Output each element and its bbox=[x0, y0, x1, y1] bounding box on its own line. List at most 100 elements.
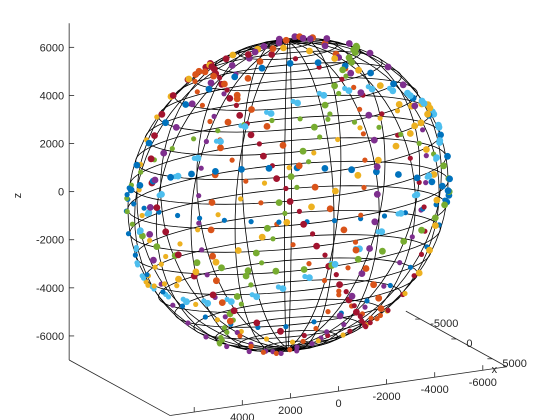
orbit-point-series-2 bbox=[214, 317, 220, 323]
orbit-point-series-3 bbox=[170, 302, 176, 308]
orbit-point-series-3 bbox=[207, 79, 215, 87]
sphere-latitude-line bbox=[129, 185, 447, 253]
orbit-point-series-8 bbox=[233, 95, 241, 103]
orbit-point-series-7 bbox=[407, 264, 414, 270]
orbit-point-series-2 bbox=[340, 332, 346, 338]
orbit-point-series-12 bbox=[320, 91, 328, 99]
orbit-point-series-8 bbox=[361, 184, 367, 191]
orbit-point-series-10 bbox=[204, 272, 210, 278]
orbit-point-series-13 bbox=[300, 220, 307, 228]
y-axis-label: y bbox=[342, 418, 348, 420]
orbit-point-series-9 bbox=[354, 171, 362, 179]
orbit-point-series-9 bbox=[377, 115, 383, 121]
orbit-point-series-3 bbox=[275, 39, 283, 47]
orbit-point-series-9 bbox=[145, 282, 151, 288]
orbit-point-series-7 bbox=[311, 319, 317, 325]
orbit-point-series-3 bbox=[188, 100, 196, 108]
orbit-point-series-5 bbox=[436, 137, 444, 144]
orbit-point-series-8 bbox=[351, 84, 357, 90]
orbit-point-series-3 bbox=[409, 234, 415, 240]
orbit-point-series-3 bbox=[423, 153, 429, 159]
orbit-point-series-3 bbox=[228, 62, 236, 69]
orbit-point-series-0 bbox=[321, 165, 329, 172]
orbit-point-series-11 bbox=[272, 267, 280, 275]
orbit-point-series-2 bbox=[423, 146, 430, 153]
orbit-point-series-1 bbox=[377, 312, 383, 319]
orbit-point-series-4 bbox=[350, 46, 358, 54]
orbit-point-series-10 bbox=[357, 89, 365, 96]
orbit-point-series-6 bbox=[244, 51, 252, 58]
orbit-point-series-6 bbox=[385, 307, 391, 313]
orbit-point-series-2 bbox=[174, 283, 180, 289]
orbit-point-series-10 bbox=[260, 43, 268, 50]
orbit-point-series-12 bbox=[389, 87, 397, 95]
orbit-point-series-11 bbox=[169, 146, 175, 152]
y-tick-label: -2000 bbox=[373, 391, 401, 403]
orbit-point-series-2 bbox=[315, 338, 321, 344]
orbit-point-series-12 bbox=[345, 87, 353, 94]
orbit-point-series-4 bbox=[221, 325, 227, 331]
orbit-point-series-9 bbox=[394, 108, 401, 114]
orbit-point-series-6 bbox=[253, 319, 261, 327]
orbit-point-series-12 bbox=[294, 99, 301, 107]
orbit-point-series-4 bbox=[252, 249, 260, 257]
orbit-point-series-11 bbox=[124, 195, 130, 201]
orbit-point-series-10 bbox=[366, 245, 373, 252]
orbit-point-series-4 bbox=[218, 334, 224, 341]
orbit-point-series-0 bbox=[188, 170, 195, 178]
orbit-point-series-1 bbox=[375, 294, 383, 302]
orbit-point-series-3 bbox=[203, 334, 209, 340]
orbit-point-series-11 bbox=[297, 116, 303, 122]
orbit-point-series-11 bbox=[351, 119, 358, 125]
orbit-point-series-4 bbox=[311, 123, 318, 131]
orbit-point-series-9 bbox=[177, 241, 183, 247]
orbit-point-series-7 bbox=[132, 252, 138, 258]
orbit-point-series-13 bbox=[283, 185, 289, 192]
orbit-point-series-11 bbox=[325, 116, 331, 122]
orbit-point-series-5 bbox=[165, 294, 172, 300]
orbit-point-series-6 bbox=[222, 55, 230, 63]
orbit-point-series-7 bbox=[125, 231, 132, 237]
orbit-point-series-6 bbox=[230, 307, 238, 315]
orbit-point-series-10 bbox=[199, 247, 205, 253]
orbit-point-series-10 bbox=[196, 193, 202, 199]
orbit-point-series-9 bbox=[311, 150, 317, 156]
orbit-point-series-1 bbox=[192, 78, 198, 84]
orbit-point-series-1 bbox=[195, 67, 203, 75]
y-tick-label: 4000 bbox=[230, 412, 254, 420]
orbit-point-series-6 bbox=[147, 155, 155, 163]
sphere-meridian-line bbox=[287, 41, 380, 350]
orbit-point-series-1 bbox=[199, 102, 205, 108]
orbit-point-series-8 bbox=[209, 252, 217, 260]
orbit-point-series-4 bbox=[317, 134, 323, 140]
orbit-point-series-3 bbox=[397, 260, 403, 266]
orbit-point-series-11 bbox=[215, 128, 221, 134]
sphere-meridian-line bbox=[234, 41, 289, 353]
orbit-point-series-0 bbox=[348, 166, 355, 174]
orbit-point-series-3 bbox=[172, 124, 180, 131]
orbit-point-series-0 bbox=[438, 182, 446, 190]
orbit-point-series-0 bbox=[248, 219, 254, 225]
orbit-point-series-3 bbox=[185, 320, 191, 326]
orbit-point-series-10 bbox=[198, 165, 204, 171]
orbit-point-series-8 bbox=[282, 36, 290, 44]
orbit-point-series-2 bbox=[238, 328, 244, 335]
orbit-point-series-3 bbox=[366, 49, 374, 57]
orbit-point-series-9 bbox=[286, 165, 292, 171]
orbit-point-series-6 bbox=[277, 327, 284, 335]
orbit-point-series-8 bbox=[218, 299, 226, 306]
orbit-point-series-2 bbox=[158, 261, 164, 267]
orbit-point-series-0 bbox=[276, 219, 282, 225]
orbit-point-series-7 bbox=[387, 282, 393, 289]
orbit-point-series-12 bbox=[133, 244, 139, 251]
orbit-point-series-10 bbox=[358, 270, 366, 277]
y-tick-label: -4000 bbox=[421, 384, 449, 396]
orbit-point-series-3 bbox=[423, 180, 429, 186]
orbit-point-series-5 bbox=[425, 172, 433, 180]
orbit-point-series-1 bbox=[362, 265, 370, 272]
orbit-point-series-10 bbox=[309, 341, 315, 347]
orbit-point-series-2 bbox=[306, 47, 313, 55]
orbit-point-series-0 bbox=[331, 218, 338, 224]
orbit-point-series-2 bbox=[415, 269, 423, 277]
orbit-point-series-9 bbox=[151, 283, 157, 289]
